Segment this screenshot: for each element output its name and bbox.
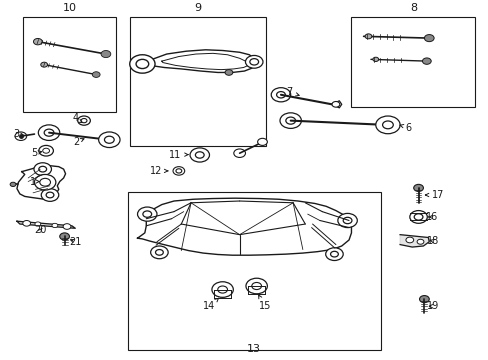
- Circle shape: [41, 189, 59, 201]
- Text: 9: 9: [194, 3, 202, 13]
- Circle shape: [405, 237, 413, 243]
- Circle shape: [42, 148, 49, 153]
- Circle shape: [34, 163, 51, 176]
- Text: 14: 14: [203, 298, 218, 311]
- Bar: [127, 192, 380, 350]
- Circle shape: [413, 184, 423, 192]
- Text: 20: 20: [34, 225, 46, 235]
- Circle shape: [211, 282, 233, 297]
- Circle shape: [285, 117, 295, 124]
- Text: 5: 5: [31, 148, 41, 158]
- Circle shape: [150, 246, 168, 259]
- Circle shape: [137, 207, 157, 221]
- Circle shape: [35, 222, 41, 226]
- Circle shape: [34, 175, 56, 190]
- Circle shape: [155, 249, 163, 255]
- Text: 13: 13: [247, 345, 261, 354]
- Circle shape: [92, 72, 100, 77]
- Circle shape: [39, 145, 53, 156]
- Circle shape: [337, 213, 357, 228]
- Text: 2: 2: [74, 137, 84, 147]
- Circle shape: [365, 34, 371, 39]
- Text: 7: 7: [285, 87, 299, 97]
- Circle shape: [375, 116, 399, 134]
- Circle shape: [325, 248, 343, 261]
- Circle shape: [81, 118, 87, 123]
- Circle shape: [331, 102, 339, 107]
- Circle shape: [129, 55, 155, 73]
- Circle shape: [104, 136, 114, 143]
- Text: 8: 8: [409, 3, 416, 13]
- Circle shape: [44, 129, 54, 136]
- Circle shape: [217, 286, 227, 293]
- Circle shape: [60, 233, 69, 240]
- Text: 19: 19: [426, 301, 438, 311]
- Circle shape: [251, 283, 261, 289]
- Circle shape: [382, 121, 392, 129]
- Polygon shape: [399, 235, 428, 247]
- Polygon shape: [17, 221, 75, 228]
- Bar: [351, 17, 474, 107]
- Text: 1: 1: [30, 176, 39, 186]
- Circle shape: [276, 91, 285, 98]
- Text: 6: 6: [399, 123, 411, 133]
- Circle shape: [249, 59, 258, 65]
- Circle shape: [419, 296, 428, 303]
- Circle shape: [23, 220, 30, 226]
- Circle shape: [245, 55, 263, 68]
- Circle shape: [142, 211, 151, 217]
- Text: 21: 21: [69, 237, 81, 247]
- Bar: [23, 17, 116, 112]
- Circle shape: [271, 88, 290, 102]
- Circle shape: [10, 182, 16, 186]
- Text: 15: 15: [258, 295, 270, 311]
- Circle shape: [245, 278, 267, 294]
- Circle shape: [101, 50, 111, 58]
- Circle shape: [413, 214, 422, 220]
- Circle shape: [176, 169, 182, 173]
- Circle shape: [63, 224, 71, 229]
- Circle shape: [41, 62, 47, 67]
- Circle shape: [372, 57, 378, 62]
- Circle shape: [233, 149, 245, 157]
- Text: 11: 11: [169, 150, 187, 159]
- Text: 4: 4: [72, 113, 82, 123]
- Text: 10: 10: [62, 3, 76, 13]
- Circle shape: [190, 148, 209, 162]
- Circle shape: [257, 138, 267, 145]
- Circle shape: [224, 69, 232, 75]
- Text: 17: 17: [425, 190, 443, 200]
- Text: 18: 18: [426, 236, 438, 246]
- Text: 3: 3: [13, 129, 24, 139]
- Circle shape: [46, 192, 54, 198]
- Circle shape: [195, 152, 203, 158]
- Circle shape: [424, 35, 433, 42]
- Circle shape: [52, 223, 58, 228]
- Circle shape: [343, 217, 351, 224]
- Circle shape: [99, 132, 120, 148]
- Circle shape: [40, 178, 50, 186]
- Circle shape: [136, 59, 148, 68]
- Circle shape: [330, 251, 338, 257]
- Circle shape: [280, 113, 301, 129]
- Bar: [130, 17, 266, 146]
- Circle shape: [173, 167, 184, 175]
- Circle shape: [38, 125, 60, 140]
- Circle shape: [409, 211, 427, 223]
- Circle shape: [33, 39, 42, 45]
- Text: 12: 12: [149, 166, 168, 176]
- Circle shape: [39, 166, 46, 172]
- Circle shape: [15, 132, 27, 140]
- Text: 16: 16: [425, 212, 437, 222]
- Circle shape: [416, 239, 423, 244]
- Circle shape: [422, 58, 430, 64]
- Circle shape: [78, 116, 90, 125]
